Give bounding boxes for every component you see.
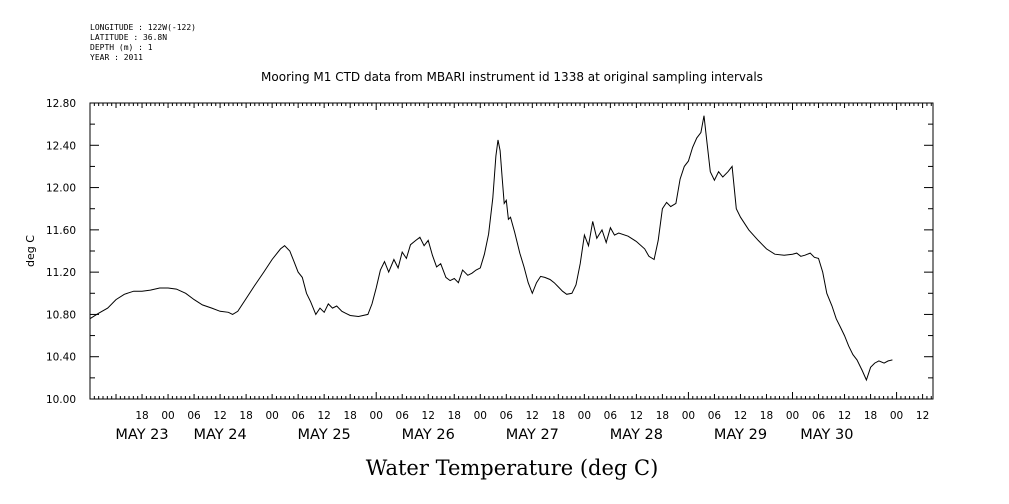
plot-frame bbox=[89, 102, 934, 400]
x-hour-label: 12 bbox=[422, 410, 435, 422]
chart-title: Mooring M1 CTD data from MBARI instrumen… bbox=[261, 70, 763, 84]
y-tick-label: 10.00 bbox=[46, 394, 76, 406]
x-day-label: MAY 29 bbox=[714, 427, 767, 443]
y-tick-label: 12.40 bbox=[46, 140, 76, 152]
x-hour-label: 06 bbox=[708, 410, 722, 422]
x-hour-label: 18 bbox=[135, 410, 148, 422]
x-hour-label: 00 bbox=[370, 410, 383, 422]
metadata-block: LONGITUDE : 122W(-122) LATITUDE : 36.8N … bbox=[90, 23, 196, 62]
x-axis: 18 00 06 12 18 00 06 12 18 00 06 12 18 00 06 12 18 00 06 12… bbox=[89, 103, 932, 443]
x-hour-label: 06 bbox=[187, 410, 201, 422]
x-hour-label: 12 bbox=[213, 410, 226, 422]
x-hour-label: 00 bbox=[161, 410, 174, 422]
x-day-label: MAY 24 bbox=[193, 427, 246, 443]
x-hour-label: 18 bbox=[864, 410, 877, 422]
x-day-label: MAY 28 bbox=[610, 427, 663, 443]
y-tick-label: 12.00 bbox=[46, 183, 76, 195]
x-hour-label: 00 bbox=[890, 410, 903, 422]
x-hour-label: 06 bbox=[291, 410, 305, 422]
x-hour-label: 12 bbox=[526, 410, 539, 422]
y-tick-label: 10.40 bbox=[46, 352, 76, 364]
water-temperature-line bbox=[89, 115, 893, 382]
x-hour-label: 12 bbox=[916, 410, 929, 422]
x-hour-label: 00 bbox=[474, 410, 487, 422]
x-hour-label: 12 bbox=[734, 410, 747, 422]
y-tick-label: 11.60 bbox=[46, 225, 76, 237]
y-tick-label: 12.80 bbox=[46, 98, 76, 110]
y-axis-label: deg C bbox=[24, 235, 37, 267]
y-tick-label: 10.80 bbox=[46, 309, 76, 321]
x-hour-label: 18 bbox=[656, 410, 669, 422]
x-hour-label: 00 bbox=[682, 410, 695, 422]
y-axis: 10.00 10.40 10.80 11.20 11.60 12.00 12.40 12.80 bbox=[46, 98, 933, 406]
x-hour-label: 06 bbox=[604, 410, 618, 422]
x-hour-label: 00 bbox=[578, 410, 591, 422]
x-hour-label: 18 bbox=[552, 410, 565, 422]
meta-depth: DEPTH (m) : 1 bbox=[90, 43, 153, 52]
x-hour-label: 18 bbox=[448, 410, 461, 422]
meta-latitude: LATITUDE : 36.8N bbox=[90, 33, 167, 42]
x-hour-label: 12 bbox=[630, 410, 643, 422]
x-day-label: MAY 27 bbox=[506, 427, 559, 443]
x-day-label: MAY 26 bbox=[402, 427, 455, 443]
x-hour-label: 18 bbox=[760, 410, 773, 422]
x-hour-label: 00 bbox=[265, 410, 278, 422]
x-hour-label: 00 bbox=[786, 410, 799, 422]
y-tick-label: 11.20 bbox=[46, 267, 76, 279]
x-day-label: MAY 23 bbox=[115, 427, 168, 443]
meta-longitude: LONGITUDE : 122W(-122) bbox=[90, 23, 196, 32]
x-hour-label: 06 bbox=[500, 410, 514, 422]
x-hour-label: 18 bbox=[343, 410, 356, 422]
x-hour-label: 12 bbox=[838, 410, 851, 422]
x-day-label: MAY 30 bbox=[800, 427, 853, 443]
x-day-label: MAY 25 bbox=[298, 427, 351, 443]
x-hour-label: 06 bbox=[812, 410, 826, 422]
x-hour-label: 06 bbox=[396, 410, 410, 422]
x-hour-label: 12 bbox=[317, 410, 330, 422]
x-hour-label: 18 bbox=[239, 410, 252, 422]
meta-year: YEAR : 2011 bbox=[90, 53, 143, 62]
x-axis-label: Water Temperature (deg C) bbox=[366, 456, 659, 480]
